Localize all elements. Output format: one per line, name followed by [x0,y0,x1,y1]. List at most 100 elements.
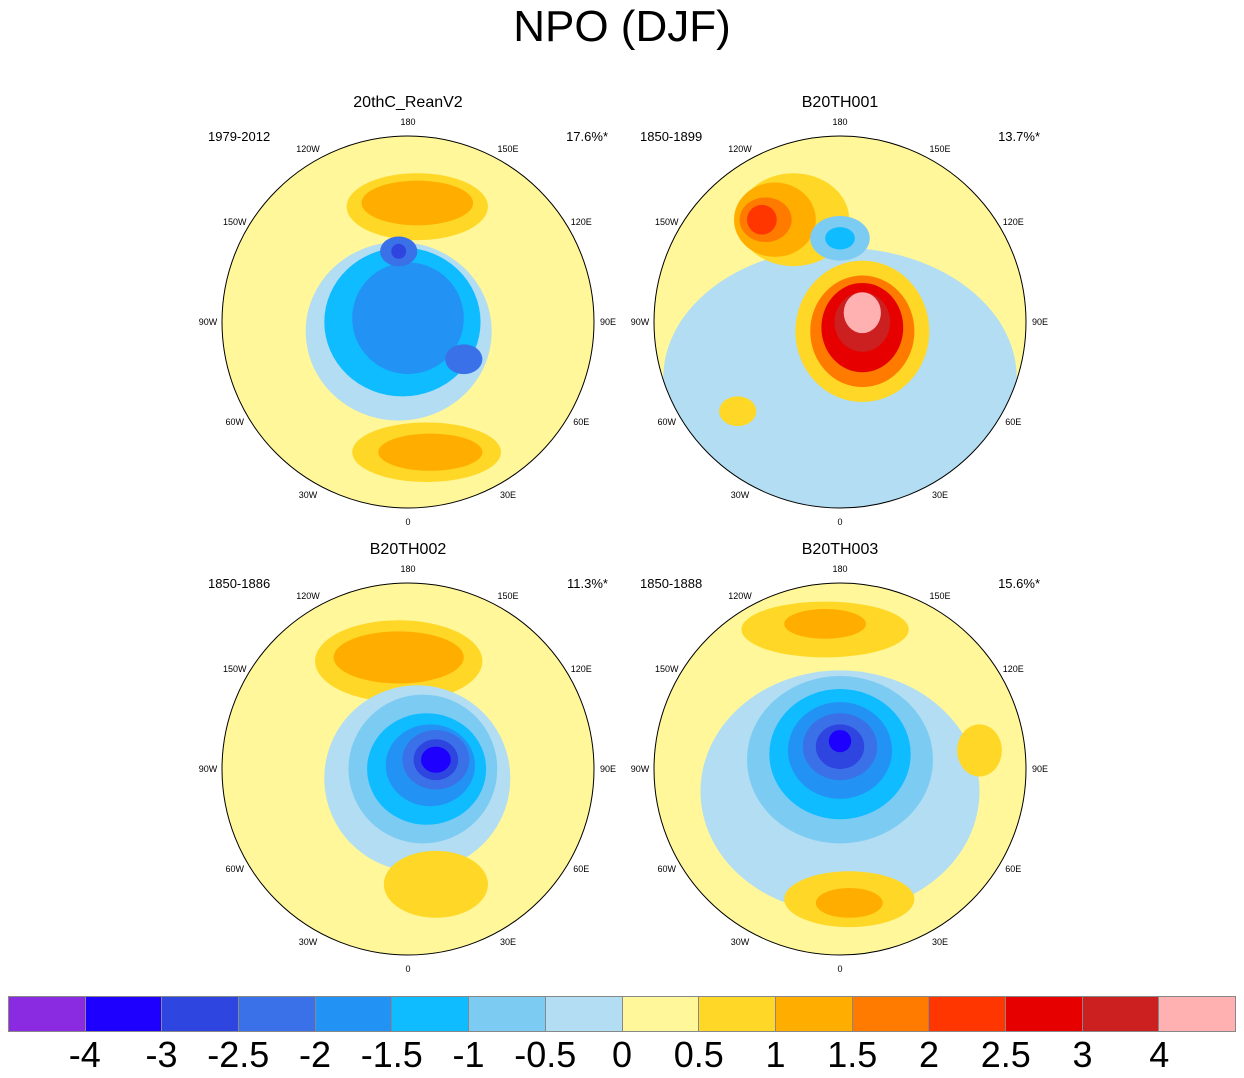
anomaly-contour [378,433,483,471]
colorbar-swatch [1159,997,1235,1031]
anomaly-contour [391,243,407,259]
colorbar-tick-label: -2.5 [207,1034,270,1075]
longitude-label: 120E [1002,664,1024,674]
colorbar-swatch [775,997,853,1031]
map-panel: B20TH001 1850-1899 13.7%* 180 150E 120E 90E 60E… [630,94,1050,534]
anomaly-contour [957,724,1002,777]
longitude-label: 120W [296,143,320,154]
anomaly-contour [747,204,777,235]
colorbar-swatch [699,997,776,1031]
longitude-label: 30E [499,490,517,501]
longitude-label: 120W [728,590,752,601]
colorbar-swatch [1005,997,1083,1031]
polar-map [221,582,595,956]
colorbar-tick-label: -0.5 [514,1034,577,1075]
colorbar-swatch [852,997,930,1031]
map-boundary [653,582,1027,956]
longitude-label: 90W [630,764,650,774]
longitude-label: 30E [931,490,949,501]
longitude-label: 120E [570,664,592,674]
longitude-label: 60E [573,417,590,427]
longitude-label: 180 [400,564,416,574]
colorbar-tick-label: -1 [452,1034,485,1075]
longitude-label: 120W [296,590,320,601]
map-panel: B20TH002 1850-1886 11.3%* 180 150E 120E 90E 60E… [198,541,618,981]
longitude-label: 30W [730,937,750,948]
longitude-label: 30W [298,490,318,501]
panel-variance-percent: 17.6%* [566,129,608,144]
longitude-label: 60W [657,417,677,427]
longitude-label: 0 [405,517,411,527]
longitude-label: 150E [929,590,951,601]
longitude-label: 150E [929,143,951,154]
panel-period: 1850-1888 [640,576,703,591]
colorbar-swatch [929,997,1006,1031]
anomaly-contour [383,850,488,918]
panel-variance-percent: 15.6%* [998,576,1040,591]
longitude-label: 60E [1005,864,1022,874]
anomaly-contour [815,888,883,918]
map-panel: B20TH003 1850-1888 15.6%* 180 150E 120E 90E 60E… [630,541,1050,981]
colorbar-swatch [469,997,546,1031]
anomaly-contour [784,609,867,639]
longitude-label: 90W [198,317,218,327]
longitude-label: 60E [1005,417,1022,427]
anomaly-contour [352,262,464,375]
map-boundary [221,135,595,509]
longitude-label: 0 [837,517,843,527]
colorbar-tick-label: 1 [765,1034,786,1075]
longitude-label: 90W [630,317,650,327]
polar-map [221,135,595,509]
colorbar-tick-label: 4 [1149,1034,1170,1075]
colorbar-swatch [85,997,163,1031]
colorbar-tick-label: -1.5 [360,1034,423,1075]
longitude-label: 30W [298,937,318,948]
longitude-label: 30W [730,490,750,501]
longitude-label: 120W [728,143,752,154]
anomaly-contour [843,292,881,334]
longitude-label: 150E [497,590,519,601]
panel-variance-percent: 13.7%* [998,129,1040,144]
longitude-label: 90E [1031,317,1049,327]
colorbar-tick-label: -2 [298,1034,332,1075]
longitude-label: 0 [837,964,843,974]
panel-title: B20TH001 [801,94,879,111]
colorbar-swatch [545,997,623,1031]
anomaly-contour [828,729,852,753]
longitude-label: 150W [655,664,679,674]
anomaly-contour [333,631,464,684]
colorbar-tick-label: 2 [918,1034,940,1075]
panel-title: B20TH003 [801,541,879,558]
map-boundary [653,135,1027,509]
map-panel: 20thC_ReanV2 1979-2012 17.6%* 180 150E 120E 90… [198,94,618,534]
anomaly-contour [445,344,483,375]
colorbar-swatch [239,997,316,1031]
panel-period: 1979-2012 [208,129,271,144]
map-boundary [221,582,595,956]
colorbar-swatch [9,997,86,1031]
longitude-label: 120E [1002,217,1024,227]
longitude-label: 90E [599,764,617,774]
panel-title: 20thC_ReanV2 [353,94,463,111]
longitude-label: 150W [223,664,247,674]
longitude-label: 0 [405,964,411,974]
anomaly-contour [421,746,451,773]
colorbar-tick-label: 0 [611,1034,633,1075]
longitude-label: 90W [198,764,218,774]
colorbar-tick-label: 2.5 [980,1034,1031,1075]
longitude-label: 180 [400,117,416,127]
colorbar-tick-label: 1.5 [827,1034,878,1075]
colorbar-swatch [622,997,700,1031]
polar-map [653,582,1027,956]
longitude-label: 150W [223,217,247,227]
longitude-label: 90E [599,317,617,327]
anomaly-contour [719,396,757,427]
longitude-label: 90E [1031,764,1049,774]
longitude-label: 60W [225,417,245,427]
longitude-label: 60E [573,864,590,874]
colorbar-tick-label: -3 [145,1034,178,1075]
figure-title: NPO (DJF) [513,2,731,51]
colorbar-swatch [392,997,470,1031]
panel-title: B20TH002 [369,541,447,558]
colorbar-tick-label: -4 [68,1034,101,1075]
